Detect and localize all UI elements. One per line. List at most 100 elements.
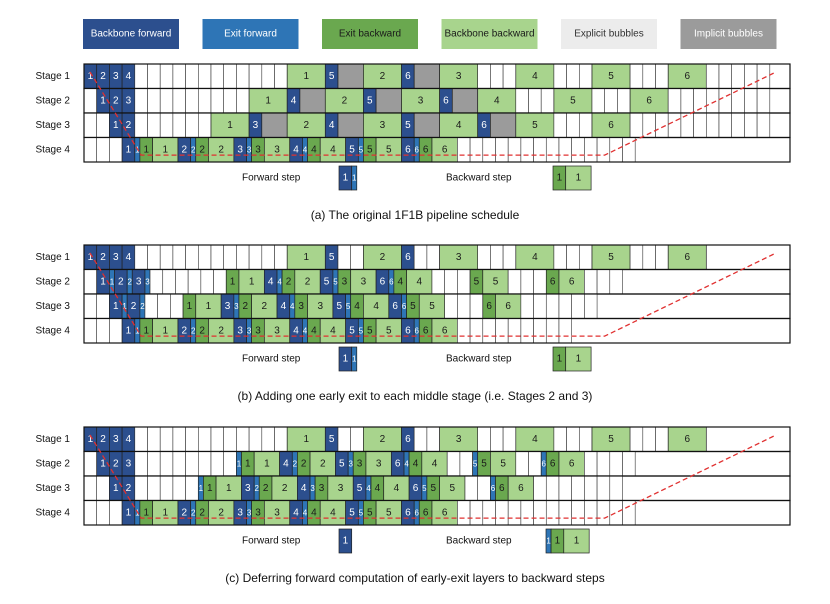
- empty-slot: [134, 63, 148, 89]
- empty-slot: [482, 318, 496, 344]
- block-label: 5: [405, 120, 411, 131]
- empty-slot: [261, 426, 275, 452]
- block-label: 2: [182, 325, 188, 336]
- block-label: 1: [113, 483, 119, 494]
- block-label: 1: [352, 355, 357, 364]
- backbone-backward-block: [591, 244, 631, 270]
- block-label: 6: [405, 252, 411, 263]
- empty-slot: [83, 112, 97, 138]
- empty-slot: [198, 63, 212, 89]
- empty-slot: [533, 475, 547, 501]
- empty-slot: [731, 112, 745, 138]
- block-label: 4: [394, 483, 400, 494]
- stage-label: Stage 4: [36, 144, 71, 155]
- empty-slot: [609, 269, 623, 295]
- block-label: 6: [413, 483, 419, 494]
- block-label: 5: [357, 483, 363, 494]
- empty-slot: [261, 244, 275, 270]
- empty-slot: [591, 88, 605, 114]
- block-label: 5: [329, 434, 335, 445]
- block-label: 1: [343, 354, 349, 365]
- block-label: 1: [143, 144, 149, 155]
- block-label: 6: [415, 508, 420, 517]
- empty-slot: [558, 475, 572, 501]
- backbone-backward-block: [565, 346, 592, 372]
- empty-slot: [680, 88, 694, 114]
- empty-slot: [147, 63, 161, 89]
- backbone-backward-block: [565, 165, 592, 191]
- empty-slot: [642, 244, 656, 270]
- block-label: 3: [245, 483, 251, 494]
- empty-slot: [159, 112, 174, 138]
- block-label: 5: [349, 144, 355, 155]
- empty-slot: [172, 475, 186, 501]
- block-label: 3: [247, 326, 252, 335]
- block-label: 1: [187, 301, 193, 312]
- block-label: 2: [342, 95, 348, 106]
- block-label: 6: [405, 507, 411, 518]
- empty-slot: [515, 88, 529, 114]
- empty-slot: [629, 63, 644, 89]
- stage-label: Stage 3: [36, 483, 71, 494]
- block-label: 4: [373, 301, 379, 312]
- block-label: 5: [386, 507, 392, 518]
- block-label: 2: [380, 71, 386, 82]
- block-label: 3: [126, 95, 132, 106]
- empty-slot: [558, 293, 572, 319]
- backbone-backward-block: [327, 475, 354, 501]
- block-label: 4: [375, 483, 381, 494]
- empty-slot: [96, 500, 110, 526]
- empty-slot: [469, 137, 484, 163]
- empty-slot: [469, 318, 484, 344]
- backbone-backward-block: [421, 451, 448, 477]
- empty-slot: [718, 88, 732, 114]
- block-label: 4: [432, 458, 438, 469]
- block-label: 2: [303, 120, 309, 131]
- block-label: 5: [359, 326, 364, 335]
- empty-slot: [693, 112, 707, 138]
- block-label: 6: [389, 277, 394, 286]
- backbone-backward-block: [515, 112, 555, 138]
- block-label: 4: [303, 145, 308, 154]
- empty-slot: [705, 63, 720, 89]
- empty-slot: [185, 88, 199, 114]
- backbone-backward-block: [286, 426, 326, 452]
- empty-slot: [236, 426, 250, 452]
- block-label: 1: [245, 458, 251, 469]
- legend-label: Implicit bubbles: [694, 29, 763, 40]
- backbone-backward-block: [401, 88, 440, 114]
- block-label: 2: [380, 434, 386, 445]
- block-label: 5: [324, 276, 330, 287]
- block-label: 2: [191, 508, 196, 517]
- empty-slot: [578, 63, 593, 89]
- empty-slot: [134, 426, 148, 452]
- backbone-backward-block: [431, 318, 458, 344]
- backbone-backward-block: [591, 426, 631, 452]
- block-label: 6: [402, 302, 407, 311]
- empty-slot: [350, 426, 364, 452]
- block-label: 6: [569, 276, 575, 287]
- block-label: 1: [226, 483, 232, 494]
- forward-step-label: Forward step: [242, 536, 301, 547]
- empty-slot: [566, 63, 580, 89]
- empty-slot: [566, 112, 580, 138]
- empty-slot: [482, 137, 496, 163]
- block-label: 1: [126, 507, 132, 518]
- empty-slot: [756, 112, 771, 138]
- block-label: 3: [274, 507, 280, 518]
- exit-forward-block: [351, 165, 358, 191]
- empty-slot: [159, 475, 174, 501]
- empty-slot: [528, 88, 542, 114]
- empty-slot: [528, 451, 542, 477]
- block-label: 4: [366, 484, 371, 493]
- empty-slot: [744, 88, 758, 114]
- empty-slot: [520, 269, 534, 295]
- empty-slot: [596, 475, 611, 501]
- stage-label: Stage 1: [36, 71, 71, 82]
- empty-slot: [200, 269, 214, 295]
- block-label: 5: [422, 484, 427, 493]
- backbone-backward-block: [383, 475, 410, 501]
